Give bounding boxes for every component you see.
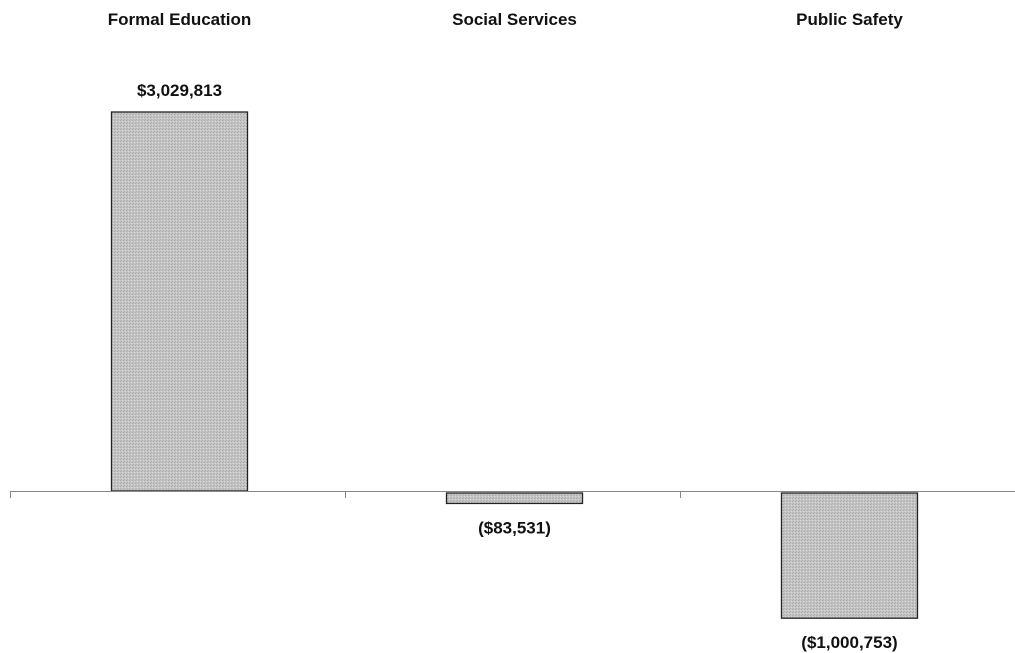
category-label: Public Safety — [796, 10, 903, 29]
x-axis — [10, 491, 1015, 498]
data-labels: $3,029,813 ($83,531) ($1,000,753) — [137, 81, 898, 652]
category-label: Social Services — [452, 10, 577, 29]
bar — [780, 492, 919, 619]
category-labels: Formal Education Social Services Public Sa… — [108, 10, 904, 29]
data-label: $3,029,813 — [137, 81, 222, 100]
bar — [445, 492, 584, 505]
bar — [110, 111, 249, 492]
data-label: ($1,000,753) — [801, 633, 897, 652]
category-label: Formal Education — [108, 10, 252, 29]
bars — [110, 111, 919, 619]
data-label: ($83,531) — [478, 518, 551, 537]
